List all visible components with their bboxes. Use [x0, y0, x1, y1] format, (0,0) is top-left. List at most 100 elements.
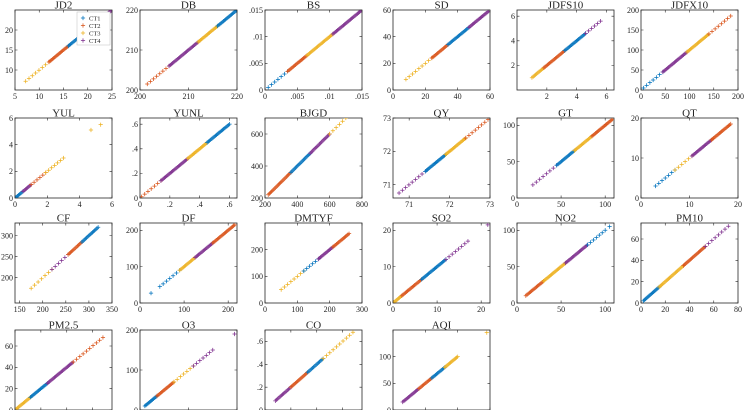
- data-points: [15, 122, 103, 198]
- panel-co: 0.2.4.60.2.4.6CO: [257, 320, 363, 410]
- x-tick-label: 100: [684, 92, 696, 101]
- outlier-point-ct3: [98, 122, 103, 127]
- data-point-ct4: [703, 244, 708, 249]
- y-tick-label: 2: [9, 167, 13, 176]
- legend-marker-ct2: [80, 23, 86, 28]
- data-point-ct3: [40, 65, 45, 70]
- data-point-ct3: [52, 163, 57, 168]
- data-point-ct4: [49, 267, 55, 272]
- y-tick-label: .4: [257, 360, 263, 369]
- data-point-ct3: [26, 76, 32, 81]
- data-point-ct4: [465, 239, 471, 244]
- x-tick-label: 25: [108, 92, 116, 101]
- data-point-ct4: [716, 232, 721, 237]
- data-point-ct2: [709, 29, 715, 34]
- data-point-ct1: [644, 83, 649, 88]
- data-point-ct4: [456, 246, 461, 252]
- x-tick-label: 200: [37, 305, 49, 314]
- data-point-ct2: [152, 184, 157, 189]
- data-point-ct4: [59, 258, 64, 263]
- data-point-ct4: [709, 238, 714, 243]
- x-tick-label: .005: [290, 92, 304, 101]
- x-tick-label: 150: [14, 305, 26, 314]
- y-tick-label: 200: [627, 6, 639, 15]
- panel-title: DMTYF: [294, 213, 333, 225]
- y-tick-label: 220: [126, 6, 138, 15]
- outlier-point-ct3: [88, 127, 94, 133]
- y-tick-label: 0: [635, 194, 639, 203]
- y-tick-label: 100: [503, 121, 515, 130]
- y-tick-label: 0: [9, 194, 13, 203]
- y-tick-label: 72: [383, 147, 391, 156]
- legend-label-ct2: CT2: [89, 23, 101, 30]
- x-tick-label: 0: [263, 305, 267, 314]
- data-point-ct4: [200, 355, 206, 361]
- data-point-ct3: [321, 356, 326, 361]
- y-tick-label: 210: [126, 46, 138, 55]
- data-point-ct3: [331, 347, 336, 352]
- data-point-ct3: [676, 165, 681, 170]
- legend-marker-ct4: [80, 38, 86, 43]
- y-tick-label: 10: [5, 66, 13, 75]
- data-points: [279, 231, 352, 292]
- panel-title: SO2: [432, 213, 452, 225]
- panel-title: PM2.5: [49, 320, 79, 332]
- data-point-ct3: [426, 58, 431, 63]
- outlier-point-ct4: [232, 331, 237, 337]
- data-point-ct1: [591, 237, 596, 243]
- y-tick-label: 250: [1, 252, 13, 261]
- x-tick-label: 20: [477, 305, 485, 314]
- data-point-ct1: [170, 273, 176, 278]
- data-points: [142, 331, 237, 409]
- y-tick-label: 0: [134, 194, 138, 203]
- data-point-ct3: [420, 63, 425, 69]
- data-point-ct4: [410, 180, 415, 185]
- x-tick-label: 200: [324, 305, 336, 314]
- data-point-ct1: [656, 181, 661, 186]
- x-tick-label: 100: [291, 305, 303, 314]
- panel-title: DB: [181, 0, 196, 12]
- legend-marker-ct1: [80, 15, 86, 21]
- data-point-ct3: [337, 122, 342, 127]
- data-point-ct3: [43, 62, 48, 67]
- y-tick-label: .6: [257, 337, 263, 346]
- y-tick-label: 200: [126, 86, 138, 95]
- y-tick-label: 0: [259, 406, 263, 410]
- data-point-ct3: [188, 366, 193, 371]
- panel-title: GT: [558, 108, 573, 120]
- data-point-ct3: [36, 279, 41, 285]
- data-point-ct3: [33, 70, 38, 76]
- x-tick-label: 400: [291, 200, 303, 209]
- y-tick-label: 10: [631, 154, 639, 163]
- y-tick-label: 0: [259, 299, 263, 308]
- data-point-ct3: [42, 273, 48, 278]
- data-point-ct4: [719, 229, 724, 235]
- panel-title: QY: [434, 108, 450, 120]
- data-point-ct3: [279, 287, 284, 292]
- data-point-ct3: [347, 333, 352, 338]
- data-point-ct3: [350, 330, 356, 335]
- panel-title: NO2: [555, 213, 576, 225]
- panel-bs: 0 .005 .01 .015 0 .005 .01 .015 BS: [249, 0, 369, 101]
- data-point-ct2: [157, 71, 162, 76]
- data-point-ct1: [647, 80, 652, 85]
- data-point-ct3: [285, 282, 290, 287]
- y-tick-label: 600: [251, 130, 263, 139]
- data-point-ct4: [547, 168, 552, 173]
- data-point-ct4: [589, 26, 594, 31]
- data-point-ct1: [233, 10, 237, 13]
- x-tick-label: 10: [35, 92, 43, 101]
- data-point-ct3: [46, 168, 51, 173]
- data-points: [393, 223, 490, 303]
- data-point-ct2: [476, 125, 481, 130]
- data-point-ct3: [282, 284, 287, 290]
- x-tick-label: .4: [197, 200, 203, 209]
- data-point-ct4: [204, 353, 209, 358]
- data-point-ct1: [301, 268, 306, 274]
- x-tick-label: 10: [686, 200, 694, 209]
- panel-pm10: 0 20 40 60 80 0 20 40 60 PM10: [631, 213, 742, 315]
- data-point-ct1: [227, 122, 232, 127]
- legend-label-ct4: CT4: [89, 38, 101, 45]
- data-point-ct1: [666, 173, 671, 178]
- x-tick-label: 2: [45, 200, 49, 209]
